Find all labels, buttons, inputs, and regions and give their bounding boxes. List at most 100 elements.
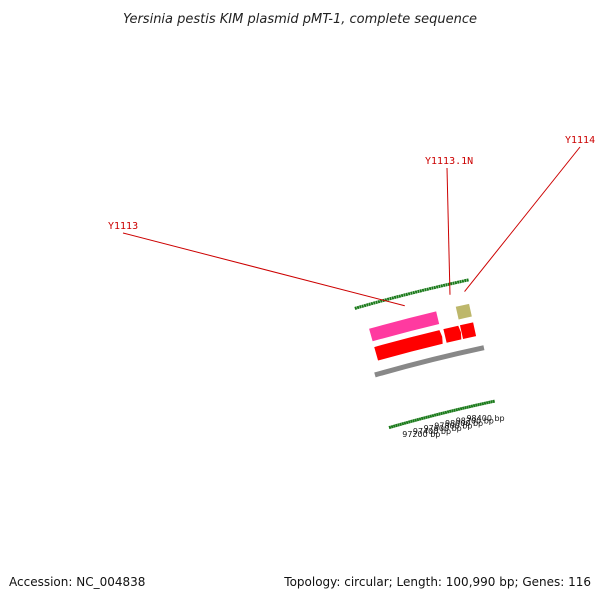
minor-tick [431, 286, 434, 290]
minor-tick [403, 293, 406, 297]
minor-tick [433, 413, 437, 417]
minor-tick [459, 279, 462, 284]
minor-tick [455, 408, 459, 412]
minor-tick [446, 410, 450, 414]
minor-tick [456, 280, 460, 284]
minor-tick [365, 303, 369, 307]
minor-tick [417, 289, 420, 294]
label-leader [122, 232, 405, 307]
minor-tick [438, 284, 441, 289]
summary-text: Topology: circular; Length: 100,990 bp; … [283, 575, 591, 589]
minor-tick [412, 419, 415, 423]
minor-tick [372, 301, 376, 305]
minor-tick [483, 401, 487, 405]
gene-label-y1113: Y1113 [108, 221, 138, 232]
minor-tick [421, 288, 425, 293]
minor-tick [442, 411, 446, 415]
minor-tick [488, 400, 491, 404]
minor-tick [422, 416, 426, 420]
minor-tick [472, 403, 476, 408]
minor-tick [395, 423, 398, 428]
minor-tick [453, 408, 456, 412]
minor-tick [425, 415, 428, 420]
accession-text: Accession: NC_004838 [9, 575, 145, 589]
minor-tick [481, 402, 485, 406]
scale-label: 98200 bp [456, 416, 494, 425]
minor-tick [420, 416, 424, 421]
scale-label: 97800 bp [434, 422, 472, 431]
minor-tick [449, 282, 453, 286]
scale-label: 97600 bp [424, 424, 462, 433]
minor-tick [397, 423, 400, 427]
minor-tick [470, 404, 474, 408]
minor-tick [407, 292, 411, 296]
scale-label: 97400 bp [413, 427, 451, 436]
minor-tick [461, 406, 465, 410]
backbone-arc [374, 345, 485, 378]
minor-tick [438, 412, 441, 416]
minor-tick [442, 283, 446, 288]
minor-tick [403, 421, 407, 425]
minor-tick [490, 400, 493, 404]
minor-tick [410, 291, 413, 295]
feature-tracks [369, 303, 477, 361]
label-leader [446, 167, 451, 295]
feature-y1114 [455, 303, 472, 320]
minor-tick [386, 297, 390, 301]
minor-tick [359, 305, 362, 309]
minor-tick [452, 281, 455, 285]
map-title: Yersinia pestis KIM plasmid pMT-1, compl… [123, 12, 477, 27]
minor-tick [451, 409, 454, 413]
minor-tick [401, 422, 405, 426]
minor-tick [410, 419, 413, 424]
minor-tick [361, 304, 365, 308]
minor-tick [416, 417, 420, 422]
feature-y1114_cds [459, 322, 477, 339]
minor-tick [424, 288, 427, 292]
minor-tick [356, 305, 360, 310]
minor-tick [440, 411, 443, 416]
minor-tick [419, 289, 423, 293]
minor-tick [391, 296, 395, 300]
minor-tick [454, 280, 458, 285]
minor-tick [474, 403, 478, 407]
minor-tick [435, 412, 439, 417]
minor-tick [477, 402, 480, 407]
minor-tick [464, 405, 467, 410]
gene-labels: Y1113 Y1113.1N Y1114 [108, 135, 595, 307]
minor-tick [399, 422, 403, 427]
feature-y1113 [369, 311, 440, 342]
minor-tick [377, 299, 381, 304]
minor-tick [427, 415, 430, 419]
minor-tick [463, 278, 467, 283]
feature-y1113-1n [443, 325, 462, 343]
minor-tick [405, 420, 409, 425]
minor-tick [396, 295, 399, 299]
minor-tick [445, 283, 448, 287]
minor-tick [485, 401, 489, 405]
minor-tick [368, 302, 372, 306]
minor-tick [400, 293, 404, 298]
minor-tick [428, 286, 432, 291]
gene-label-y1114: Y1114 [565, 135, 595, 146]
minor-tick [466, 405, 469, 409]
minor-tick [492, 399, 496, 403]
scale-label: 97200 bp [402, 430, 440, 439]
scale-label: 98000 bp [445, 419, 483, 428]
label-leader [464, 146, 581, 292]
minor-tick [479, 402, 482, 406]
outer-tick-ring [354, 278, 469, 310]
minor-tick [459, 407, 463, 411]
minor-tick [414, 290, 418, 294]
feature-y1113_cds [374, 330, 443, 361]
minor-tick [370, 301, 374, 306]
minor-tick [447, 282, 451, 286]
gene-label-y1113-1n: Y1113.1N [425, 156, 473, 167]
minor-tick [435, 285, 439, 289]
minor-tick [414, 418, 418, 422]
minor-tick [457, 407, 461, 411]
minor-tick [448, 409, 452, 414]
scale-label: 98400 bp [466, 414, 504, 423]
